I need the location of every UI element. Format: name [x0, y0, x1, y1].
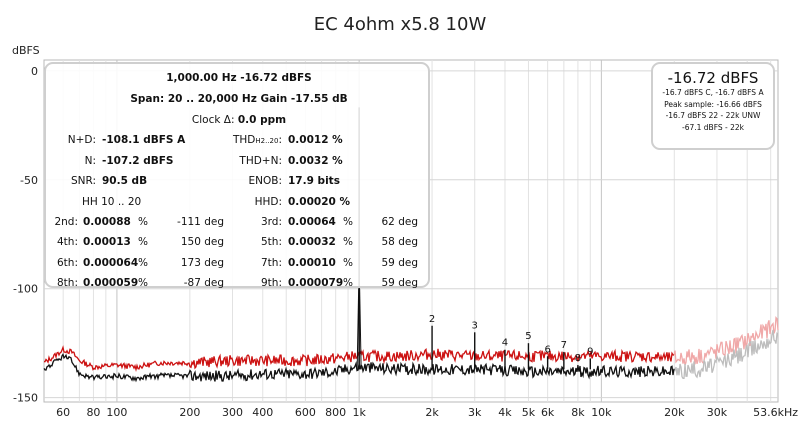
- harm-unit-left: %: [138, 277, 148, 289]
- snr-label: SNR:: [70, 175, 96, 187]
- harm-label-left: 4th:: [57, 236, 78, 248]
- x-tick-label: 60: [56, 406, 70, 419]
- y-axis-label: dBFS: [12, 44, 40, 57]
- x-tick-label: 6k: [541, 406, 555, 419]
- y-tick-label: -50: [20, 174, 38, 187]
- nd-value: -108.1 dBFS A: [102, 134, 186, 146]
- level-main: -16.72 dBFS: [667, 69, 759, 87]
- harm-unit-left: %: [138, 257, 148, 269]
- x-tick-label: 2k: [425, 406, 439, 419]
- harm-unit-left: %: [138, 236, 148, 248]
- harm-label-left: 2nd:: [54, 216, 78, 228]
- nd-label: N+D:: [67, 134, 96, 146]
- harmonic-label-9: 9: [587, 346, 593, 357]
- thd-subscript: H2..20: [255, 137, 279, 145]
- series-line-faded-1: [673, 329, 779, 379]
- harm-phase-right: 59 deg: [381, 277, 419, 289]
- harm-phase-left: 173 deg: [180, 257, 224, 269]
- harm-value-right: 0.000079: [288, 277, 344, 289]
- x-tick-label: 1k: [352, 406, 366, 419]
- harmonic-label-8: 8: [575, 353, 581, 364]
- y-tick-label: -100: [13, 283, 38, 296]
- harm-value-right: 0.00010: [288, 257, 336, 269]
- x-tick-label: 80: [86, 406, 100, 419]
- harm-label-right: 3rd:: [260, 216, 282, 228]
- series-line-faded-0: [673, 316, 779, 366]
- harmonic-label-7: 7: [561, 340, 567, 351]
- y-tick-label: -150: [13, 392, 38, 405]
- harm-value-left: 0.00013: [83, 236, 131, 248]
- y-tick-label: 0: [31, 65, 38, 78]
- tick-labels: 60 80 100 200 300 400 600 800 1k 2k 3k 4k 5k 6k 8k 10k 2…: [13, 65, 798, 419]
- level-line-2: Peak sample: -16.66 dBFS: [664, 99, 762, 109]
- x-tick-label: 600: [295, 406, 316, 419]
- harmonic-label-2: 2: [429, 314, 435, 325]
- harm-phase-left: -87 deg: [183, 277, 224, 289]
- snr-value: 90.5 dB: [102, 175, 148, 187]
- harmonic-labels: 2 3 4 5 6 789: [429, 314, 594, 364]
- harm-value-left: 0.00088: [83, 216, 131, 228]
- harm-unit-right: %: [343, 257, 353, 269]
- harm-phase-left: 150 deg: [180, 236, 224, 248]
- hhd-value: 0.00020 %: [288, 196, 351, 208]
- thd-colon: :: [278, 134, 282, 146]
- x-tick-label: 20k: [664, 406, 685, 419]
- x-tick-label: 100: [106, 406, 127, 419]
- x-tick-label: 3k: [468, 406, 482, 419]
- harm-unit-right: %: [343, 216, 353, 228]
- span-gain-readout: Span: 20 .. 20,000 Hz Gain -17.55 dB: [130, 93, 348, 105]
- harm-value-left: 0.000064: [83, 257, 139, 269]
- x-tick-label: 5k: [522, 406, 536, 419]
- enob-value: 17.9 bits: [288, 175, 340, 187]
- fundamental-skirt: [359, 288, 362, 370]
- harm-value-left: 0.000059: [83, 277, 139, 289]
- stats-panel: 1,000.00 Hz -16.72 dBFS Span: 20 .. 20,0…: [44, 62, 430, 289]
- x-tick-label: 30k: [707, 406, 728, 419]
- harmonic-label-5: 5: [525, 331, 531, 342]
- harm-phase-right: 62 deg: [381, 216, 419, 228]
- level-panel: -16.72 dBFS -16.7 dBFS C, -16.7 dBFS A P…: [651, 62, 775, 150]
- chart-title: EC 4ohm x5.8 10W: [314, 14, 487, 35]
- x-tick-label: 800: [325, 406, 346, 419]
- thdn-value: 0.0032 %: [288, 155, 343, 167]
- harm-unit-right: %: [343, 236, 353, 248]
- harm-unit-right: %: [343, 277, 353, 289]
- harmonic-label-6: 6: [544, 344, 550, 355]
- clock-label: Clock Δ:: [191, 114, 235, 126]
- harmonic-label-4: 4: [502, 338, 508, 349]
- harmonic-label-3: 3: [472, 320, 478, 331]
- harm-label-right: 9th:: [261, 277, 282, 289]
- x-tick-label: 300: [222, 406, 243, 419]
- harm-label-right: 7th:: [261, 257, 282, 269]
- enob-label: ENOB:: [248, 175, 283, 187]
- level-line-1: -16.7 dBFS C, -16.7 dBFS A: [662, 88, 764, 97]
- n-label: N:: [84, 155, 96, 167]
- harm-phase-right: 58 deg: [381, 236, 419, 248]
- thd-value: 0.0012 %: [288, 134, 343, 146]
- harm-value-right: 0.00032: [288, 236, 336, 248]
- harm-label-right: 5th:: [261, 236, 282, 248]
- level-line-3: -16.7 dBFS 22 - 22k UNW: [665, 111, 761, 120]
- harm-phase-left: -111 deg: [177, 216, 224, 228]
- fundamental-readout: 1,000.00 Hz -16.72 dBFS: [166, 72, 312, 84]
- x-tick-label: 8k: [571, 406, 585, 419]
- thdn-label: THD+N:: [239, 155, 282, 167]
- x-tick-label: 400: [252, 406, 273, 419]
- x-tick-label: 53.6kHz: [753, 406, 798, 419]
- level-line-4: -67.1 dBFS - 22k: [682, 122, 744, 132]
- x-tick-label: 4k: [498, 406, 512, 419]
- x-tick-label: 200: [179, 406, 200, 419]
- harm-unit-left: %: [138, 216, 148, 228]
- n-value: -107.2 dBFS: [102, 155, 174, 167]
- hh-range: HH 10 .. 20: [82, 196, 142, 208]
- clock-value: 0.0 ppm: [237, 114, 287, 126]
- fundamental-skirt: [356, 288, 360, 370]
- harm-value-right: 0.00064: [288, 216, 336, 228]
- x-tick-label: 10k: [591, 406, 612, 419]
- hhd-label: HHD:: [254, 196, 282, 208]
- thd-label: THD: [232, 134, 256, 146]
- harm-label-left: 8th:: [57, 277, 78, 289]
- harm-label-left: 6th:: [57, 257, 78, 269]
- harm-phase-right: 59 deg: [381, 257, 419, 269]
